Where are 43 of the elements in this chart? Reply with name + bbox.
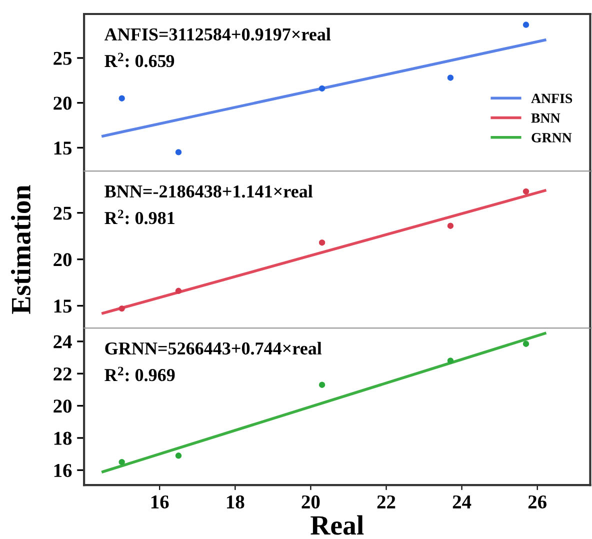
point [447, 222, 454, 229]
y-tick-label: 15 [54, 300, 72, 313]
x-tick-label: 24 [452, 495, 472, 508]
point [522, 22, 530, 28]
y-tick-label: 25 [54, 206, 72, 220]
y-tick-label: 20 [54, 400, 72, 413]
point [175, 149, 182, 156]
y-axis-title: Estimation [10, 185, 31, 314]
y-tick-label: 16 [54, 464, 72, 478]
point [175, 288, 182, 294]
point [447, 358, 454, 364]
point [175, 452, 182, 459]
point [118, 95, 125, 102]
x-axis-title: Real [310, 515, 364, 535]
annotation: GRNN=5266443+0.744×real [105, 342, 322, 355]
point [447, 74, 454, 81]
point [318, 382, 326, 388]
point [318, 85, 326, 92]
x-tick-label: 22 [377, 495, 396, 508]
y-tick-label: 24 [54, 335, 72, 348]
y-tick-label: 15 [54, 142, 72, 155]
point [522, 188, 530, 195]
point [118, 458, 125, 466]
y-tick-label: 18 [54, 432, 72, 445]
annotation: R$^{2}$: 0.659 [104, 52, 174, 68]
x-tick-label: 16 [151, 495, 169, 509]
point [118, 305, 125, 312]
legend-label: GRNN [532, 133, 572, 142]
x-tick-label: 20 [302, 495, 320, 509]
point [318, 239, 326, 246]
x-tick-label: 26 [528, 495, 546, 509]
point [522, 340, 530, 347]
legend-label: ANFIS [531, 94, 572, 104]
y-tick-label: 22 [54, 367, 72, 380]
x-tick-label: 18 [226, 495, 244, 509]
y-tick-label: 20 [54, 96, 72, 110]
y-tick-label: 20 [54, 253, 72, 266]
y-tick-label: 25 [54, 52, 72, 65]
annotation: R$^{2}$: 0.981 [104, 210, 174, 224]
annotation: R$^{2}$: 0.969 [104, 366, 175, 382]
annotation: BNN=-2186438+1.141×real [104, 184, 313, 198]
legend-label: BNN [531, 114, 560, 123]
annotation: ANFIS=3112584+0.9197×real [104, 28, 331, 41]
